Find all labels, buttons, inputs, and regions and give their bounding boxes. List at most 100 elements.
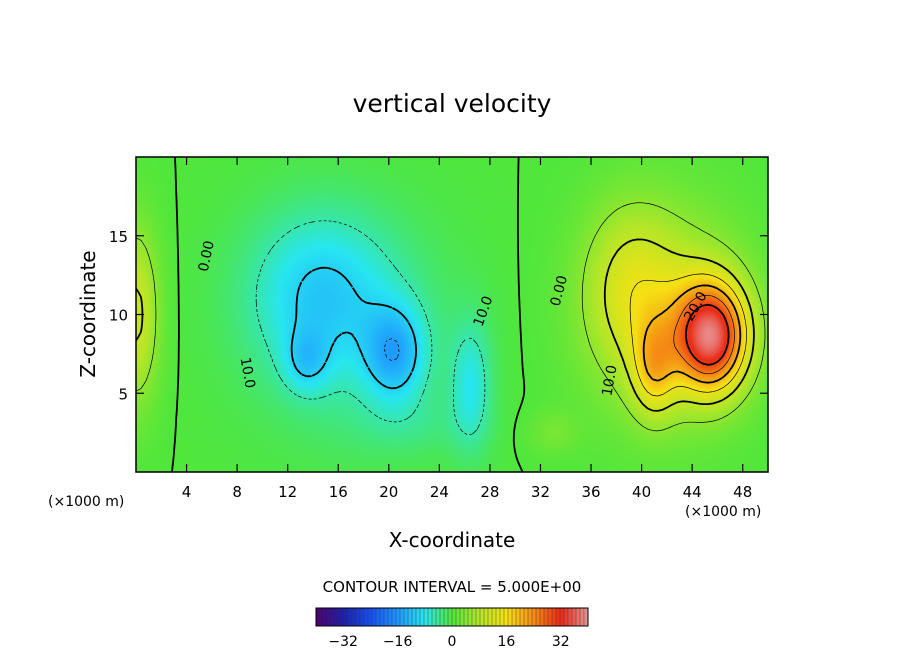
colorbar-segment (511, 607, 517, 627)
colorbar-segment (447, 607, 453, 627)
contour-line (673, 294, 735, 375)
colorbar-segment (315, 607, 321, 627)
x-unit-label-right: (×1000 m) (685, 504, 761, 520)
y-axis-ticks: 5 10 15 (109, 228, 768, 403)
colorbar-segment (335, 607, 341, 627)
colorbar (315, 607, 589, 627)
colorbar-segment (319, 607, 325, 627)
contour-line (255, 220, 486, 435)
colorbar-segment (539, 607, 545, 627)
colorbar-segment (531, 607, 537, 627)
colorbar-segment (359, 607, 365, 627)
x-tick-label: 4 (182, 483, 192, 501)
colorbar-segment (455, 607, 461, 627)
colorbar-segment (355, 607, 361, 627)
contour-label: 10.0 (237, 356, 258, 389)
x-axis-label: X-coordinate (389, 528, 516, 552)
x-tick-label: 12 (278, 483, 297, 501)
colorbar-segment (507, 607, 513, 627)
contour-line (136, 202, 766, 432)
colorbar-segment (347, 607, 353, 627)
y-axis-label: Z-coordinate (76, 250, 100, 377)
colorbar-segment (479, 607, 485, 627)
colorbar-tick-label: 32 (552, 634, 570, 650)
colorbar-segment (463, 607, 469, 627)
colorbar-segment (383, 607, 389, 627)
contour-line (642, 284, 742, 384)
colorbar-tick-label: 16 (497, 634, 515, 650)
colorbar-segment (411, 607, 417, 627)
colorbar-segment (475, 607, 481, 627)
contour-line (290, 266, 417, 390)
contour-line (136, 238, 755, 412)
colorbar-segment (451, 607, 457, 627)
contour-line (171, 157, 526, 472)
colorbar-segment (527, 607, 533, 627)
colorbar-segment (443, 607, 449, 627)
colorbar-segment (387, 607, 393, 627)
colorbar-tick-label: −32 (328, 634, 358, 650)
colorbar-segment (563, 607, 569, 627)
x-tick-label: 8 (232, 483, 242, 501)
colorbar-segment (459, 607, 465, 627)
contour-label: 0.00 (196, 239, 218, 273)
colorbar-segment (327, 607, 333, 627)
colorbar-segment (375, 607, 381, 627)
colorbar-segment (379, 607, 385, 627)
colorbar-segment (491, 607, 497, 627)
colorbar-tick-label: −16 (383, 634, 413, 650)
colorbar-segment (339, 607, 345, 627)
colorbar-segment (439, 607, 445, 627)
x-tick-label: 40 (632, 483, 651, 501)
colorbar-segment (435, 607, 441, 627)
colorbar-segment (399, 607, 405, 627)
contour-line (384, 338, 400, 362)
x-tick-label: 16 (329, 483, 348, 501)
x-tick-label: 20 (379, 483, 398, 501)
x-tick-label: 24 (430, 483, 449, 501)
contour-line (629, 273, 747, 397)
colorbar-segment (415, 607, 421, 627)
colorbar-segment (519, 607, 525, 627)
colorbar-segment (467, 607, 473, 627)
colorbar-segment (535, 607, 541, 627)
colorbar-segment (395, 607, 401, 627)
contour-lines (136, 157, 766, 472)
colorbar-segment (503, 607, 509, 627)
colorbar-segment (371, 607, 377, 627)
colorbar-segment (579, 607, 585, 627)
colorbar-segment (499, 607, 505, 627)
colorbar-segment (495, 607, 501, 627)
colorbar-segment (547, 607, 553, 627)
colorbar-segment (523, 607, 529, 627)
colorbar-frame (315, 607, 589, 627)
x-tick-label: 44 (683, 483, 702, 501)
colorbar-segment (419, 607, 425, 627)
colorbar-segment (351, 607, 357, 627)
colorbar-segment (343, 607, 349, 627)
colorbar-segment (571, 607, 577, 627)
y-tick-label: 5 (118, 385, 128, 403)
colorbar-segment (367, 607, 373, 627)
colorbar-segment (431, 607, 437, 627)
colorbar-segment (487, 607, 493, 627)
colorbar-segment (331, 607, 337, 627)
colorbar-tick-label: 0 (448, 634, 457, 650)
colorbar-segment (515, 607, 521, 627)
colorbar-segment (323, 607, 329, 627)
colorbar-segment (403, 607, 409, 627)
contour-label: 10.0 (599, 364, 620, 397)
colorbar-segment (471, 607, 477, 627)
colorbar-segment (483, 607, 489, 627)
contour-interval-text: CONTOUR INTERVAL = 5.000E+00 (323, 578, 582, 596)
colorbar-segment (543, 607, 549, 627)
colorbar-segment (423, 607, 429, 627)
colorbar-segment (575, 607, 581, 627)
colorbar-ticks: −32 −16 0 16 32 (328, 634, 569, 650)
colorbar-segment (555, 607, 561, 627)
chart-title: vertical velocity (353, 89, 552, 118)
x-axis-ticks: 4 8 12 16 20 24 28 32 36 40 44 48 (182, 157, 752, 501)
x-tick-label: 28 (480, 483, 499, 501)
